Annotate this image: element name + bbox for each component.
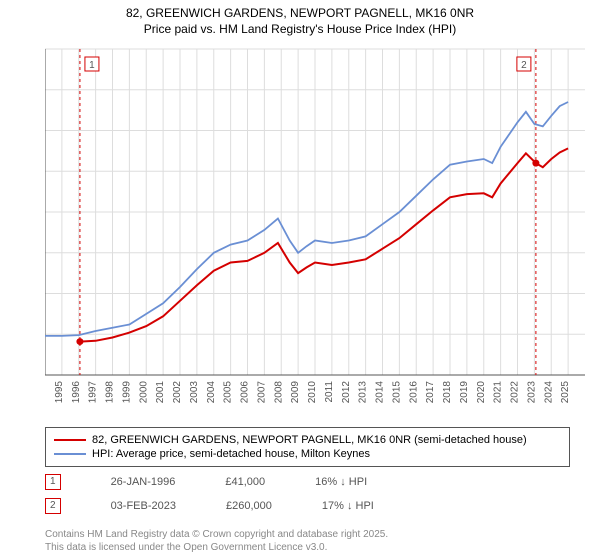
marker-delta: 16% ↓ HPI [315,476,367,488]
attribution: Contains HM Land Registry data © Crown c… [45,528,388,554]
attribution-line1: Contains HM Land Registry data © Crown c… [45,528,388,541]
legend-label: 82, GREENWICH GARDENS, NEWPORT PAGNELL, … [92,434,527,446]
svg-text:1997: 1997 [88,381,99,404]
svg-text:2000: 2000 [138,381,149,404]
svg-text:2014: 2014 [375,381,386,404]
svg-text:2019: 2019 [459,381,470,404]
legend-item: HPI: Average price, semi-detached house,… [54,447,561,461]
marker-date: 03-FEB-2023 [111,500,176,512]
svg-text:2021: 2021 [493,381,504,404]
svg-text:2008: 2008 [273,381,284,404]
svg-text:2: 2 [521,60,527,71]
marker-info-row: 1 26-JAN-1996 £41,000 16% ↓ HPI [45,474,367,490]
svg-text:2003: 2003 [189,381,200,404]
svg-text:2004: 2004 [206,381,217,404]
legend: 82, GREENWICH GARDENS, NEWPORT PAGNELL, … [45,427,570,467]
svg-text:2017: 2017 [425,381,436,404]
attribution-line2: This data is licensed under the Open Gov… [45,541,388,554]
legend-label: HPI: Average price, semi-detached house,… [92,448,370,460]
marker-date: 26-JAN-1996 [111,476,176,488]
svg-text:1998: 1998 [105,381,116,404]
svg-text:2022: 2022 [510,381,521,404]
price-chart: £0£50K£100K£150K£200K£250K£300K£350K£400… [45,45,585,415]
svg-text:1: 1 [89,60,95,71]
svg-text:2001: 2001 [155,381,166,404]
svg-text:1996: 1996 [71,381,82,404]
title-line2: Price paid vs. HM Land Registry's House … [0,22,600,38]
svg-text:2025: 2025 [560,381,571,404]
svg-text:2016: 2016 [408,381,419,404]
legend-item: 82, GREENWICH GARDENS, NEWPORT PAGNELL, … [54,433,561,447]
chart-svg: £0£50K£100K£150K£200K£250K£300K£350K£400… [45,45,585,415]
svg-text:2020: 2020 [476,381,487,404]
svg-text:2010: 2010 [307,381,318,404]
marker-price: £260,000 [226,500,272,512]
svg-text:2015: 2015 [391,381,402,404]
marker-info-row: 2 03-FEB-2023 £260,000 17% ↓ HPI [45,498,374,514]
svg-text:2012: 2012 [341,381,352,404]
legend-swatch [54,453,86,455]
svg-text:2013: 2013 [358,381,369,404]
marker-price: £41,000 [225,476,265,488]
chart-title: 82, GREENWICH GARDENS, NEWPORT PAGNELL, … [0,0,600,37]
svg-text:1995: 1995 [54,381,65,404]
svg-text:1999: 1999 [121,381,132,404]
svg-text:2006: 2006 [240,381,251,404]
svg-text:2002: 2002 [172,381,183,404]
marker-number-box: 1 [45,474,61,490]
svg-text:1994: 1994 [45,381,48,404]
svg-text:2024: 2024 [543,381,554,404]
legend-swatch [54,439,86,441]
marker-number-box: 2 [45,498,61,514]
svg-text:2009: 2009 [290,381,301,404]
marker-delta: 17% ↓ HPI [322,500,374,512]
svg-text:2023: 2023 [526,381,537,404]
svg-text:2005: 2005 [223,381,234,404]
svg-text:2007: 2007 [256,381,267,404]
svg-text:2018: 2018 [442,381,453,404]
svg-text:2011: 2011 [324,381,335,403]
title-line1: 82, GREENWICH GARDENS, NEWPORT PAGNELL, … [0,6,600,22]
